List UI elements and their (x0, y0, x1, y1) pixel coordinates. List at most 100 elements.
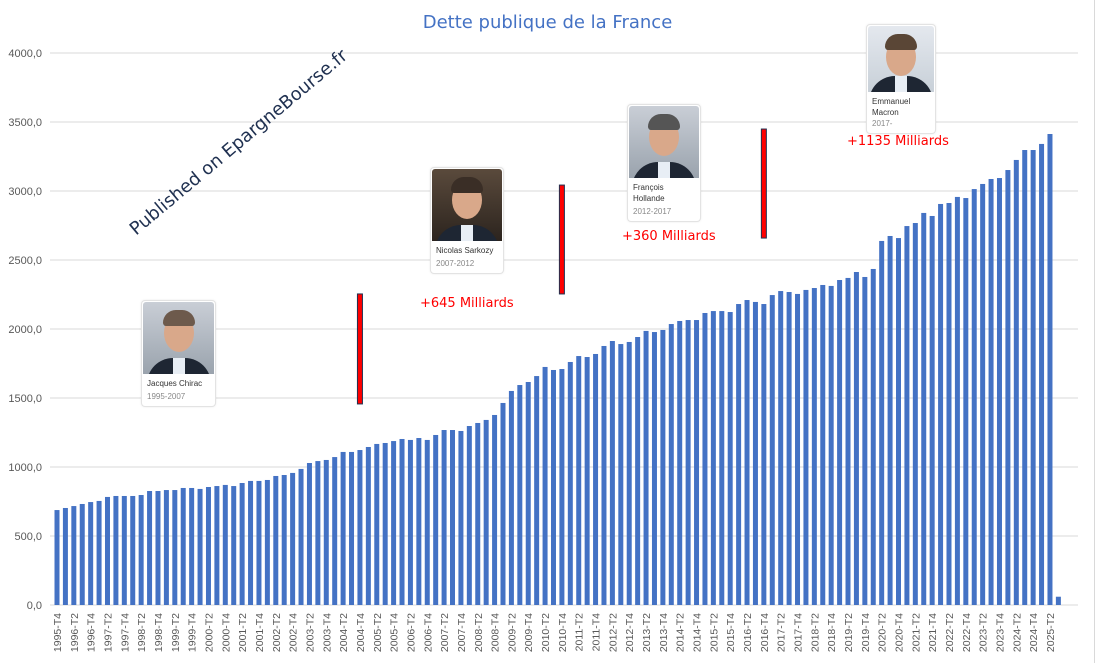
x-tick-label: 2014-T4 (692, 613, 704, 652)
x-tick-label: 2001-T2 (237, 613, 249, 652)
bar (1005, 170, 1011, 606)
x-tick-label: 1999-T2 (170, 613, 182, 652)
president-card-chirac: Jacques Chirac 1995-2007 (141, 300, 216, 407)
increase-markers (356, 128, 767, 405)
bar (197, 488, 203, 605)
bar (450, 430, 456, 605)
bar (231, 486, 237, 605)
x-tick-label: 2019-T2 (843, 613, 855, 652)
bar (332, 457, 338, 605)
bar (290, 472, 296, 605)
bar (668, 324, 674, 605)
bar (1022, 150, 1028, 606)
bar (904, 226, 910, 605)
x-tick-label: 1996-T2 (69, 613, 81, 652)
x-tick-label: 2010-T2 (540, 613, 552, 652)
bar (205, 487, 211, 605)
bar (534, 376, 540, 605)
bar (172, 490, 178, 605)
bar (441, 430, 447, 605)
bar (54, 510, 60, 605)
bar (736, 304, 742, 605)
x-tick-label: 1998-T4 (153, 613, 165, 652)
x-tick-label: 2025-T2 (1045, 613, 1057, 652)
bar (88, 502, 94, 605)
president-card-hollande: François Hollande 2012-2017 (627, 104, 701, 222)
x-tick-label: 2020-T4 (894, 613, 906, 652)
bar (912, 223, 918, 606)
bar (862, 276, 868, 605)
bar (946, 203, 952, 606)
x-tick-label: 2015-T2 (708, 613, 720, 652)
bar (340, 451, 346, 605)
bar (256, 480, 262, 605)
y-axis: 0,0 500,0 1000,0 1500,0 2000,0 2500,0 3000,0 35… (8, 48, 42, 612)
x-tick-label: 2021-T4 (927, 613, 939, 652)
x-tick-label: 2001-T4 (254, 613, 266, 652)
bar (971, 189, 977, 605)
bar (938, 203, 944, 606)
bar (929, 215, 935, 605)
bar (550, 369, 556, 605)
bar (147, 491, 153, 605)
bar (702, 312, 708, 605)
x-tick-label: 2012-T2 (607, 613, 619, 652)
bar (315, 461, 321, 605)
x-tick-label: 2004-T2 (338, 613, 350, 652)
x-tick-label: 2010-T4 (557, 613, 569, 652)
x-tick-label: 2007-T4 (456, 613, 468, 652)
bar (374, 443, 380, 605)
bar (769, 295, 775, 605)
bar (820, 284, 826, 605)
bar (896, 238, 901, 606)
bar (921, 212, 927, 605)
x-tick-label: 2009-T4 (523, 613, 535, 652)
bar (517, 385, 523, 605)
x-tick-label: 2002-T2 (271, 613, 283, 652)
bar (424, 439, 430, 605)
x-tick-label: 2022-T4 (961, 613, 973, 652)
bar (180, 487, 186, 605)
x-tick-label: 2024-T4 (1028, 613, 1040, 652)
y-tick-label: 1500,0 (8, 393, 42, 405)
x-tick-label: 2007-T2 (439, 613, 451, 652)
portrait-photo (868, 26, 934, 92)
x-tick-label: 2015-T4 (725, 613, 737, 652)
y-tick-label: 3000,0 (8, 186, 42, 198)
president-years: 2012-2017 (633, 207, 672, 216)
x-tick-label: 1999-T4 (187, 613, 199, 652)
bar (239, 483, 245, 605)
x-tick-label: 2002-T4 (288, 613, 300, 652)
x-tick-label: 2000-T4 (220, 613, 232, 652)
x-tick-label: 2017-T4 (793, 613, 805, 652)
bar (138, 495, 144, 605)
bars (54, 134, 1061, 606)
y-tick-label: 3500,0 (8, 117, 42, 129)
chart-title: Dette publique de la France (422, 12, 673, 33)
portrait-photo (629, 106, 699, 178)
bar (542, 366, 548, 605)
x-tick-label: 2003-T4 (321, 613, 333, 652)
x-tick-label: 2009-T2 (506, 613, 518, 652)
bar (1030, 150, 1036, 606)
bar (79, 503, 85, 605)
y-tick-label: 500,0 (14, 531, 42, 543)
bar (113, 495, 119, 605)
bar (996, 178, 1002, 605)
bar (980, 183, 986, 605)
bar (365, 446, 371, 605)
bar (273, 475, 279, 605)
x-tick-label: 2023-T4 (994, 613, 1006, 652)
x-tick-label: 2008-T4 (490, 613, 502, 652)
bar (845, 277, 851, 605)
bar (601, 345, 607, 605)
bar (584, 357, 590, 605)
x-tick-label: 2005-T2 (372, 613, 384, 652)
bar (778, 291, 784, 605)
bar (609, 341, 615, 605)
x-tick-label: 2016-T2 (742, 613, 754, 652)
annotation-hollande-increase: +360 Milliards (622, 229, 716, 244)
bar (306, 462, 312, 605)
x-tick-label: 1997-T4 (119, 613, 131, 652)
bar (677, 320, 683, 605)
